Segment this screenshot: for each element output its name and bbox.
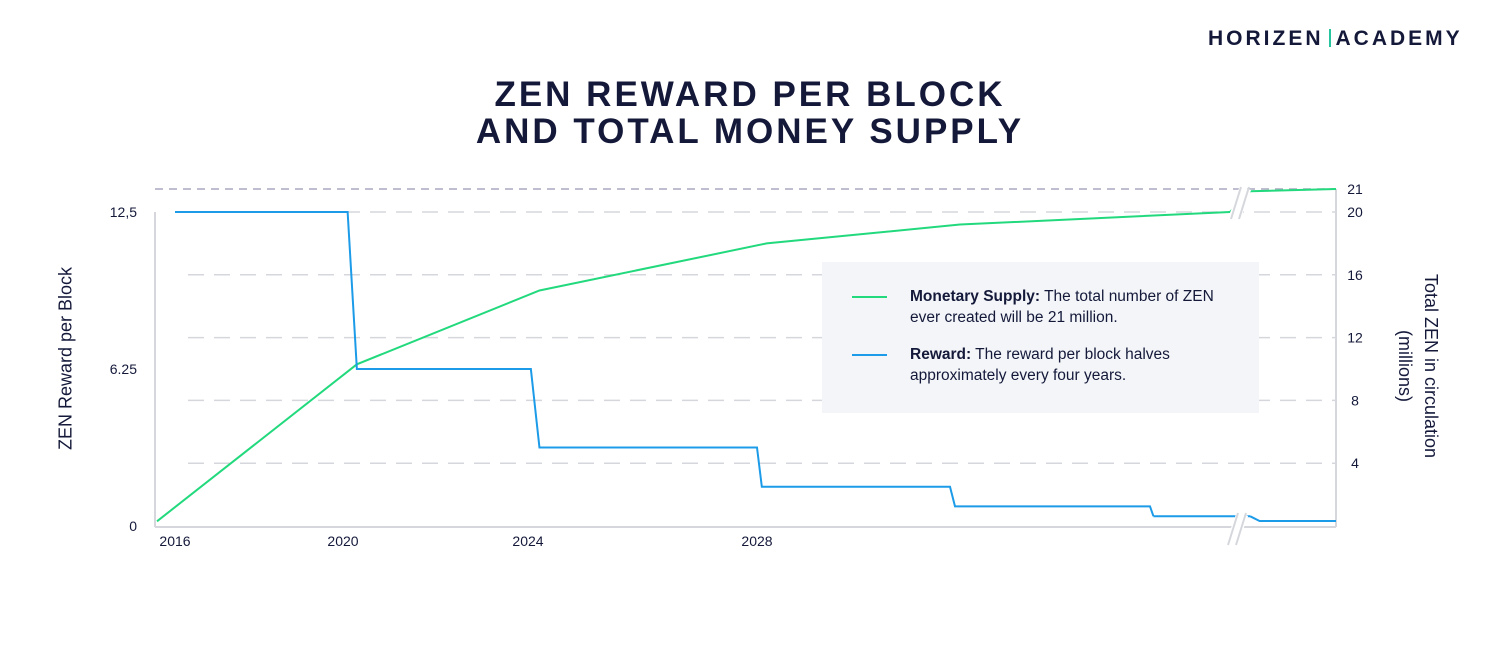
legend-swatch-reward: [852, 354, 887, 356]
y-right-tick-label: 4: [1351, 455, 1359, 471]
axis-break-mark: [1238, 186, 1250, 220]
y-left-tick-label: 12,5: [110, 204, 137, 220]
y-right-tick-label: 21: [1347, 181, 1363, 197]
y-right-tick-label: 8: [1351, 392, 1359, 408]
y-right-tick-label: 20: [1347, 204, 1363, 220]
y-left-tick-label: 6.25: [110, 361, 137, 377]
x-tick-label: 2024: [512, 533, 543, 549]
axis-break-gap: [1228, 185, 1252, 221]
legend-item-reward: Reward: The reward per block halves appr…: [910, 346, 1170, 384]
axis-break-mark: [1230, 186, 1242, 220]
series-line-reward: [175, 211, 1155, 517]
axis-break-gap: [1225, 511, 1249, 547]
legend-swatch-supply: [852, 296, 887, 298]
x-tick-label: 2020: [327, 533, 358, 549]
y-right-tick-label: 12: [1347, 330, 1363, 346]
axis-break-mark: [1235, 512, 1247, 546]
series-line-supply: [156, 211, 1231, 523]
chart-title: ZEN REWARD PER BLOCK AND TOTAL MONEY SUPP…: [475, 75, 1025, 151]
right-axis-label: Total ZEN in circulation (millions): [1395, 273, 1441, 459]
x-tick-label: 2028: [741, 533, 772, 549]
left-axis-label: ZEN Reward per Block: [55, 266, 76, 451]
y-left-tick-label: 0: [129, 518, 137, 534]
series-line-reward: [1249, 515, 1336, 522]
x-tick-label: 2016: [159, 533, 190, 549]
series-line-supply: [1249, 188, 1337, 193]
legend-item-supply: Monetary Supply: The total number of ZEN…: [910, 288, 1214, 326]
horizen-academy-logo: HORIZEN ACADEMY: [1208, 27, 1463, 50]
axis-break-mark: [1227, 512, 1239, 546]
y-right-tick-label: 16: [1347, 267, 1363, 283]
legend: Monetary Supply: The total number of ZEN…: [822, 262, 1259, 413]
